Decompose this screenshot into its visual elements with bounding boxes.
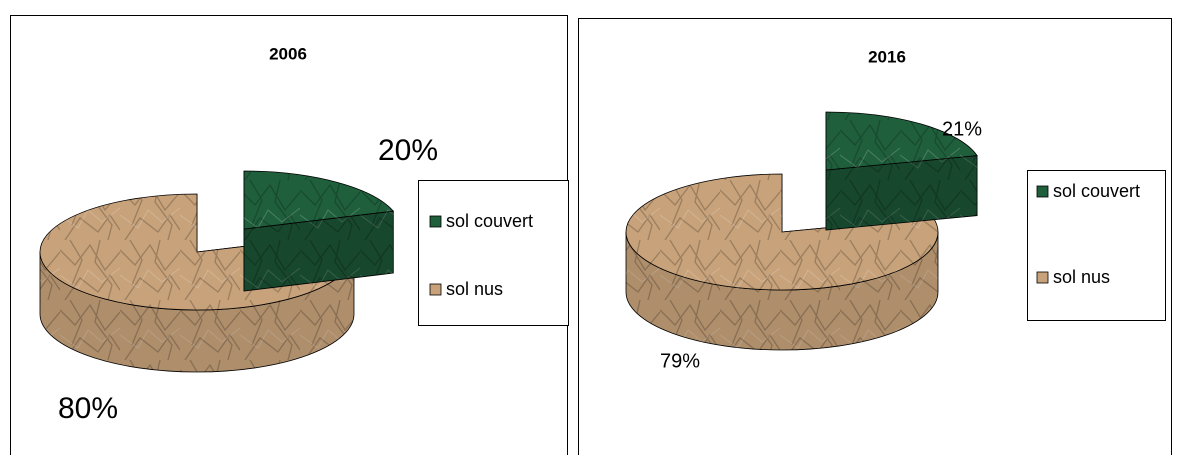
charts: 2006 80% 20% sol couvert sol nus 2016 79% 21% so…	[39, 44, 1166, 425]
pie-slice	[625, 173, 939, 351]
slice-texture	[244, 171, 394, 229]
slice-texture	[626, 232, 938, 350]
legend-swatch	[1036, 271, 1049, 284]
pie-slice	[243, 170, 395, 292]
slice-shade	[626, 232, 938, 350]
slice-shade	[826, 155, 978, 230]
chart-title: 2006	[269, 44, 307, 63]
legend-label: sol nus	[446, 279, 503, 299]
pie-slice	[825, 111, 978, 231]
legend-box	[418, 180, 569, 326]
chart-title: 2016	[868, 47, 906, 66]
slice-texture	[826, 155, 978, 230]
slice-texture	[40, 252, 354, 372]
data-label: 79%	[660, 350, 700, 372]
legend-swatch	[429, 283, 442, 296]
legend-swatch	[429, 215, 442, 228]
legend-swatch	[1036, 185, 1049, 198]
slice-texture	[244, 211, 394, 291]
data-label: 80%	[58, 392, 118, 425]
slice-texture	[826, 112, 978, 170]
legend-label: sol couvert	[1053, 181, 1140, 201]
data-label: 20%	[378, 134, 438, 167]
slice-shade	[244, 211, 394, 291]
legend-label: sol nus	[1053, 267, 1110, 287]
legend-label: sol couvert	[446, 211, 533, 231]
slice-shade	[40, 252, 354, 372]
data-label: 21%	[942, 118, 982, 140]
legend-box	[1027, 170, 1166, 321]
slice-texture	[626, 174, 938, 290]
